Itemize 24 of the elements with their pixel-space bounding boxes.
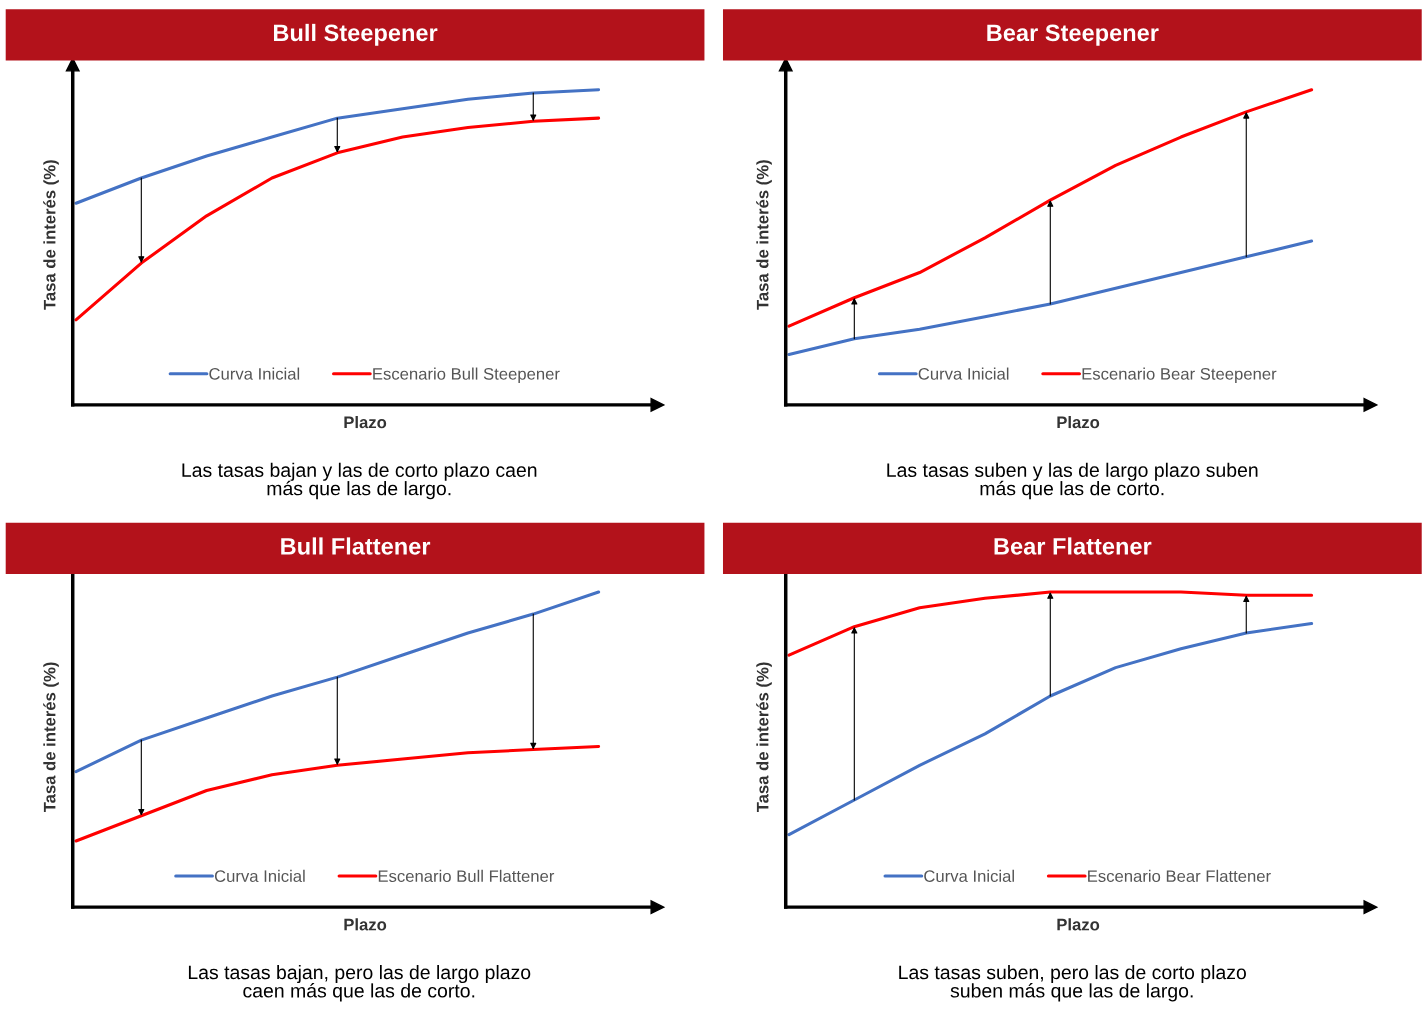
legend-label: Escenario Bear Steepener xyxy=(1082,367,1277,384)
y-axis-title: Tasa de interés (%) xyxy=(43,662,59,813)
legend-label: Escenario Bull Steepener xyxy=(373,367,560,384)
chart-title: Bull Steepener xyxy=(274,23,438,46)
text: Las tasas suben, pero las de corto plazo suben más que las de largo. xyxy=(899,964,1246,1002)
legend-label: Escenario Bull Flattener xyxy=(378,869,555,883)
legend-label: Escenario Bear Flattener xyxy=(1088,869,1271,883)
y-axis-title: Tasa de interés (%) xyxy=(756,160,772,310)
x-axis-title: Plazo xyxy=(344,415,387,429)
legend-label: Curva Inicial xyxy=(918,367,1009,380)
chart-title: Bear Steepener xyxy=(987,24,1159,46)
x-axis-title: Plazo xyxy=(1057,918,1100,931)
legend-label: Curva Inicial xyxy=(209,367,300,380)
text: Las tasas bajan, pero las de largo plazo caen más que las de corto. xyxy=(188,964,531,1002)
text: Las tasas bajan y las de corto plazo caen más que las de largo. xyxy=(182,462,537,500)
y-axis-title: Tasa de interés (%) xyxy=(43,160,59,310)
chart-title: Bear Flattener xyxy=(994,537,1152,555)
legend-label: Curva Inicial xyxy=(214,869,305,883)
legend-label: Curva Inicial xyxy=(924,869,1014,883)
text: Las tasas suben y las de largo plazo suben más que las de corto. xyxy=(887,462,1258,500)
x-axis-title: Plazo xyxy=(1057,415,1100,429)
chart-title: Bull Flattener xyxy=(281,537,431,555)
y-axis-title: Tasa de interés (%) xyxy=(756,662,772,813)
x-axis-title: Plazo xyxy=(344,918,387,931)
